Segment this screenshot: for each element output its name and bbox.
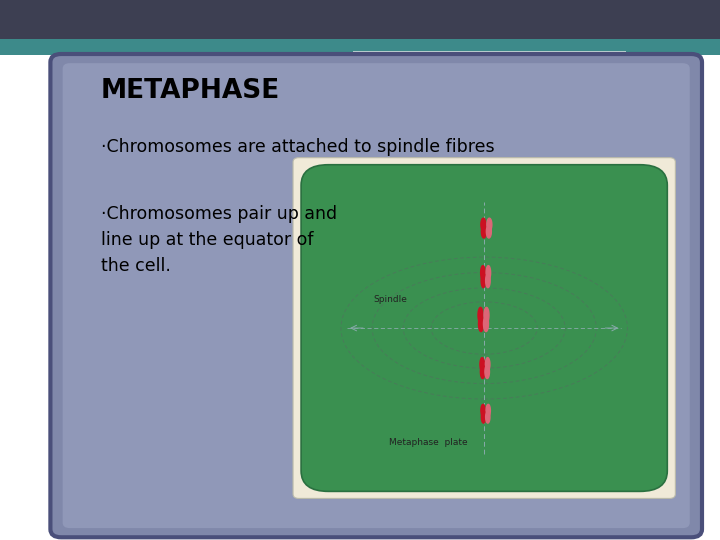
Text: Metaphase  plate: Metaphase plate xyxy=(389,438,467,447)
Text: Spindle: Spindle xyxy=(374,295,408,304)
Polygon shape xyxy=(486,404,490,416)
Polygon shape xyxy=(487,225,491,238)
Text: ·Chromosomes are attached to spindle fibres: ·Chromosomes are attached to spindle fib… xyxy=(101,138,495,156)
Bar xyxy=(0,39,720,55)
Polygon shape xyxy=(481,404,485,416)
Polygon shape xyxy=(486,266,490,280)
Polygon shape xyxy=(482,225,487,238)
Polygon shape xyxy=(480,365,485,379)
Polygon shape xyxy=(480,357,485,371)
Polygon shape xyxy=(485,365,490,379)
Polygon shape xyxy=(486,411,490,423)
FancyBboxPatch shape xyxy=(293,158,675,498)
Polygon shape xyxy=(481,273,485,288)
Polygon shape xyxy=(484,316,488,332)
Bar xyxy=(0,0,720,39)
Text: ·Chromosomes pair up and
line up at the equator of
the cell.: ·Chromosomes pair up and line up at the … xyxy=(101,205,337,275)
Polygon shape xyxy=(481,218,486,231)
Polygon shape xyxy=(479,316,484,332)
Polygon shape xyxy=(484,307,489,323)
Bar xyxy=(353,51,626,62)
Polygon shape xyxy=(486,273,490,288)
Bar xyxy=(353,66,554,75)
Text: METAPHASE: METAPHASE xyxy=(101,78,280,104)
FancyBboxPatch shape xyxy=(50,54,702,537)
Polygon shape xyxy=(481,266,485,280)
Polygon shape xyxy=(487,218,492,231)
Polygon shape xyxy=(485,357,490,371)
Polygon shape xyxy=(478,307,483,323)
FancyBboxPatch shape xyxy=(301,165,667,491)
FancyBboxPatch shape xyxy=(63,63,690,528)
Polygon shape xyxy=(482,411,485,423)
